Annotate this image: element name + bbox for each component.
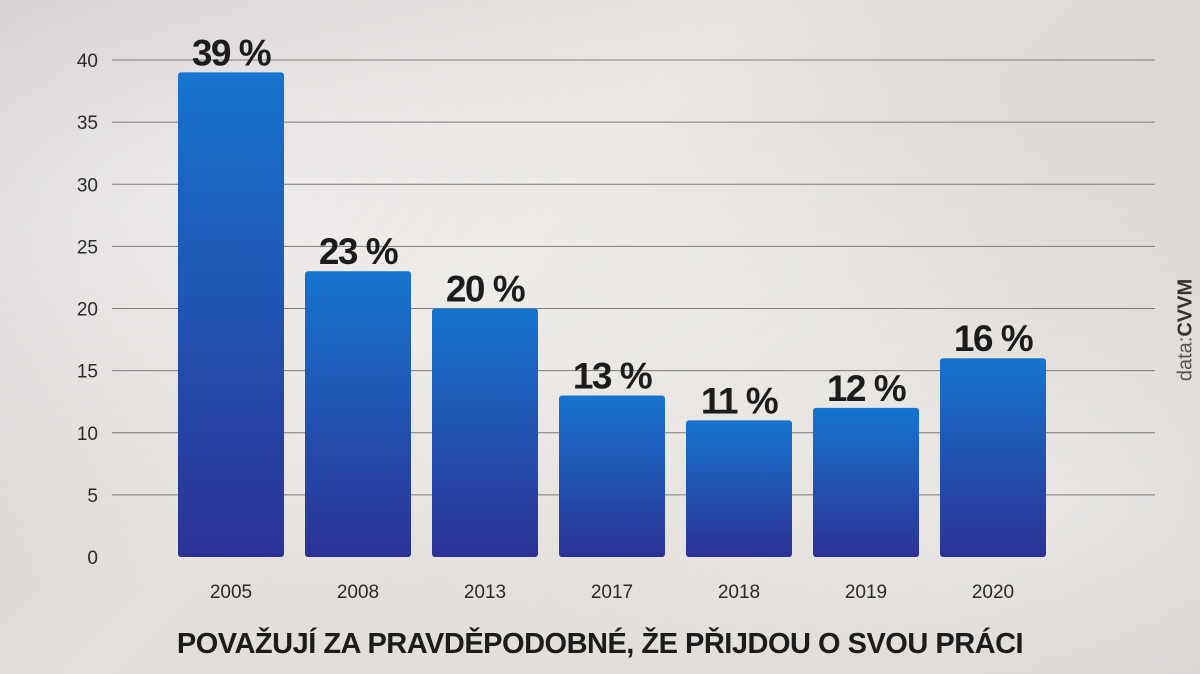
bar-2005	[178, 72, 284, 558]
bar-2008	[305, 271, 411, 557]
bar-2017	[559, 395, 665, 557]
bar-2019	[813, 407, 919, 557]
source-name: CVVM	[1174, 278, 1197, 337]
x-tick-label-2018: 2018	[718, 582, 760, 603]
y-tick-label: 0	[87, 548, 98, 569]
x-tick-label-2013: 2013	[464, 582, 506, 603]
y-tick-label: 5	[87, 486, 98, 507]
x-tick-label-2017: 2017	[591, 582, 633, 603]
data-labels: 39 % 23 % 20 % 13 % 11 % 12 % 16 %	[192, 32, 1034, 421]
y-tick-label: 25	[77, 237, 98, 258]
bar-2018	[686, 420, 792, 557]
y-tick-label: 35	[77, 113, 98, 134]
bars	[178, 72, 1046, 558]
y-tick-label: 10	[77, 424, 98, 445]
y-axis-tick-labels: 0 5 10 15 20 25 30 35 40	[77, 51, 98, 569]
y-tick-label: 20	[77, 300, 98, 321]
x-axis-tick-labels: 2005 2008 2013 2017 2018 2019 2020	[210, 582, 1014, 603]
y-tick-label: 15	[77, 362, 98, 383]
x-axis-title: POVAŽUJÍ ZA PRAVDĚPODOBNÉ, ŽE PŘIJDOU O …	[176, 628, 1024, 660]
x-tick-label-2008: 2008	[337, 582, 379, 603]
bar-2013	[432, 308, 538, 557]
source-credit: data:CVVM	[1175, 279, 1198, 381]
data-label-2020: 16 %	[954, 318, 1033, 359]
y-tick-label: 40	[77, 51, 98, 72]
x-tick-label-2020: 2020	[972, 582, 1014, 603]
source-prefix: data:	[1174, 336, 1197, 382]
x-tick-label-2005: 2005	[210, 582, 252, 603]
data-label-2008: 23 %	[319, 231, 398, 272]
data-label-2017: 13 %	[573, 355, 652, 396]
data-label-2019: 12 %	[827, 368, 906, 409]
bar-2020	[940, 358, 1046, 557]
data-label-2005: 39 %	[192, 32, 271, 73]
x-tick-label-2019: 2019	[845, 582, 887, 603]
data-label-2018: 11 %	[701, 380, 778, 421]
data-label-2013: 20 %	[446, 269, 525, 310]
y-tick-label: 30	[77, 175, 98, 196]
